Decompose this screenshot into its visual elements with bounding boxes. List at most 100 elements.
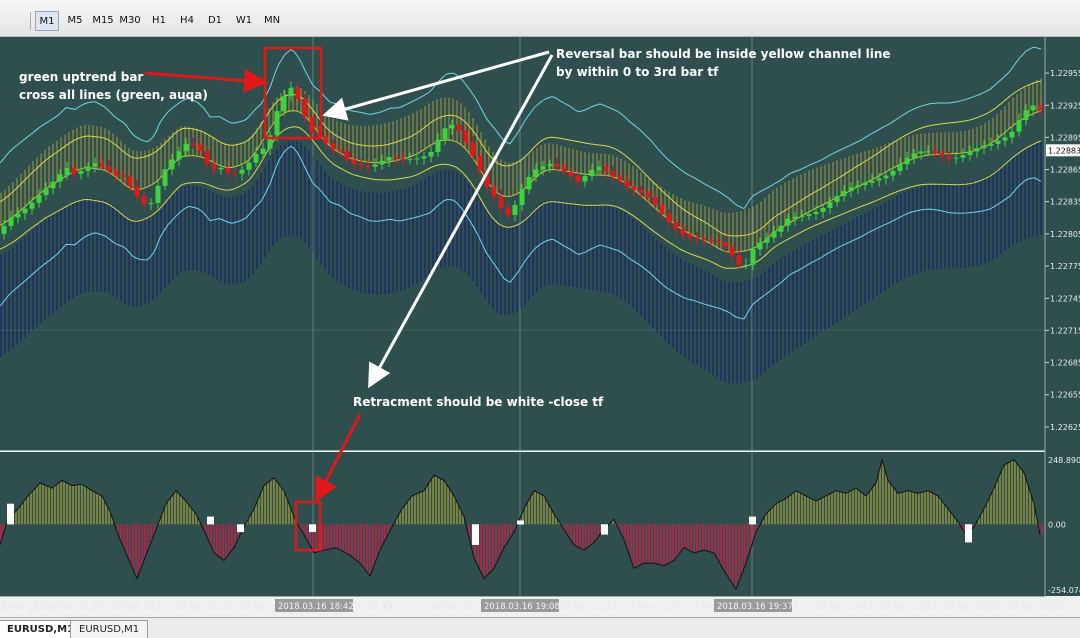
timeframe-h4[interactable]: H4 [180, 15, 194, 26]
bull-candle [176, 151, 182, 160]
bear-candle [736, 255, 742, 265]
price-label: 1.22805 [1050, 230, 1080, 239]
white-arrow-reversal [322, 50, 550, 121]
price-label: 1.22895 [1050, 133, 1080, 142]
price-label: 1.22745 [1050, 294, 1080, 303]
upper-aqua-band [0, 46, 1042, 210]
timeframe-m1[interactable]: M1 [35, 11, 59, 31]
bull-candle [50, 181, 56, 189]
bear-candle [113, 170, 119, 176]
price-label: 1.22835 [1050, 198, 1080, 207]
timeframe-toolbar: M1 M5 M15 M30 H1 H4 D1 W1 MN [0, 0, 1080, 37]
bull-candle [526, 176, 532, 190]
timeframe-m15[interactable]: M15 [92, 15, 114, 26]
bull-candle [379, 160, 385, 165]
chart-tab[interactable]: EURUSD,M1 [70, 620, 149, 638]
bull-candle [834, 196, 840, 202]
bull-candle [750, 249, 756, 265]
bull-candle [281, 96, 287, 112]
bear-candle [729, 246, 735, 256]
bull-candle [85, 166, 91, 171]
bull-candle [848, 187, 854, 192]
time-label: 16 Mar 18:25 [176, 602, 233, 612]
timeframe-m5[interactable]: M5 [67, 15, 83, 26]
timeframe-h1[interactable]: H1 [152, 15, 166, 26]
bear-candle [337, 149, 343, 152]
price-label: 1.22925 [1050, 101, 1080, 110]
bear-candle [204, 150, 210, 164]
bull-candle [813, 212, 819, 215]
bull-candle [442, 128, 448, 140]
bear-candle [631, 186, 637, 191]
lower-aqua-band [0, 145, 1042, 320]
bull-candle [29, 202, 35, 209]
bull-candle [785, 218, 791, 226]
bull-candle [512, 205, 518, 215]
bull-candle [897, 164, 903, 171]
time-label: 18:49 [368, 602, 393, 612]
bull-candle [1030, 105, 1036, 111]
bull-candle [792, 216, 798, 219]
bull-candle [757, 242, 763, 250]
bull-candle [883, 175, 889, 179]
toolbar-separator [30, 12, 31, 30]
bull-candle [981, 145, 987, 149]
bull-candle [771, 231, 777, 238]
bull-candle [407, 159, 413, 161]
time-label: 16 Mar [689, 602, 719, 612]
time-label: 16 Mar 19:45 [816, 602, 873, 612]
price-axis: 1.22955 1.22925 1.22895 1.22883 1.22865 1.228… [1045, 69, 1080, 595]
bear-candle [624, 180, 630, 187]
bull-candle [183, 143, 189, 152]
bear-candle [197, 144, 203, 151]
bear-candle [211, 163, 217, 170]
bull-candle [274, 111, 280, 136]
annotations: green uptrend bar cross all lines (green,… [19, 46, 891, 552]
bull-candle [582, 176, 588, 182]
bull-candle [57, 174, 63, 182]
bull-candle [918, 151, 924, 154]
bull-candle [904, 157, 910, 165]
time-label: 16 Mar 19:53 [880, 602, 937, 612]
bear-candle [617, 176, 623, 181]
oscillator-label: 0.00 [1048, 520, 1066, 529]
price-label: 1.22625 [1050, 423, 1080, 432]
price-label: 1.22865 [1050, 166, 1080, 175]
bull-candle [435, 139, 441, 152]
bear-candle [694, 237, 700, 239]
bull-candle [589, 169, 595, 176]
bear-candle [722, 242, 728, 247]
signal-bar [237, 524, 244, 533]
chart-window[interactable]: 1.22955 1.22925 1.22895 1.22883 1.22865 1.228… [0, 37, 1080, 615]
bear-candle [561, 166, 567, 172]
bear-candle [484, 171, 490, 187]
bull-candle [246, 162, 252, 170]
time-label: 16 Mar 18:01 [0, 602, 53, 612]
bull-candle [974, 148, 980, 152]
bear-candle [946, 156, 952, 159]
bear-candle [645, 192, 651, 198]
price-chart[interactable]: 1.22955 1.22925 1.22895 1.22883 1.22865 1.228… [0, 37, 1080, 615]
bear-candle [463, 130, 469, 143]
signal-bar [309, 524, 316, 533]
bull-candle [78, 170, 84, 174]
bull-candle [820, 208, 826, 212]
oscillator [0, 457, 1043, 590]
bear-candle [638, 190, 644, 193]
bear-candle [127, 176, 133, 187]
bear-candle [295, 88, 301, 99]
timeframe-d1[interactable]: D1 [207, 15, 223, 26]
chart-tab-bar: EURUSD,M1 EURUSD,M1 [0, 617, 1080, 638]
bull-candle [155, 185, 161, 203]
timeframe-m30[interactable]: M30 [119, 15, 141, 26]
signal-bar [207, 516, 214, 525]
time-label: 16 Mar 20:09 [1008, 602, 1065, 612]
time-highlight-label: 2018.03.16 19:37 [717, 602, 793, 612]
bull-candle [218, 168, 224, 170]
bear-candle [351, 159, 357, 164]
timeframe-mn[interactable]: MN [263, 15, 281, 26]
timeframe-w1[interactable]: W1 [235, 15, 253, 26]
bull-candle [1023, 110, 1029, 120]
bear-candle [603, 166, 609, 172]
